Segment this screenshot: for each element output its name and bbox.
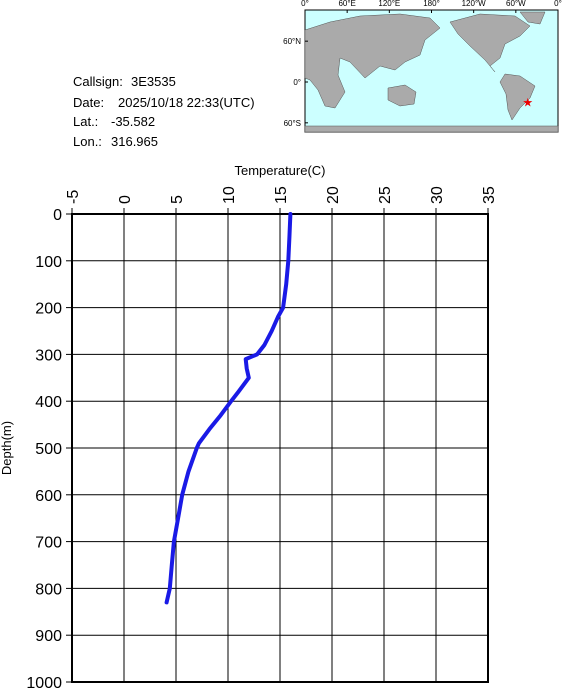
- map-lon-label: 0°: [554, 0, 562, 8]
- y-tick-label: 300: [35, 347, 62, 364]
- x-tick-label: 30: [429, 186, 446, 204]
- world-map: [304, 9, 559, 133]
- map-lon-label: 0°: [301, 0, 309, 8]
- x-tick-label: 35: [481, 186, 498, 204]
- y-tick-label: 900: [35, 628, 62, 645]
- info-value: 3E3535: [131, 74, 176, 89]
- x-tick-label: 15: [273, 186, 290, 204]
- y-tick-label: 700: [35, 535, 62, 552]
- plot-frame: [71, 213, 489, 683]
- x-tick-label: 20: [325, 186, 342, 204]
- x-tick-label: 25: [377, 186, 394, 204]
- info-value: 2025/10/18 22:33(UTC): [118, 95, 255, 110]
- x-tick-label: 5: [169, 195, 186, 204]
- x-tick-label: -5: [65, 190, 82, 204]
- map-lon-label: 120°W: [462, 0, 487, 8]
- map-lon-label: 120°E: [378, 0, 400, 8]
- continents: [304, 11, 559, 133]
- y-tick-label: 500: [35, 441, 62, 458]
- map-lon-label: 60°W: [506, 0, 526, 8]
- location-marker: ★: [522, 96, 533, 110]
- info-block: Callsign: 3E3535 Date: 2025/10/18 22:33(…: [73, 74, 255, 149]
- map-lon-label: 60°E: [338, 0, 355, 8]
- info-label: Lat.:: [73, 114, 98, 129]
- y-tick-label: 600: [35, 488, 62, 505]
- y-tick-label: 400: [35, 394, 62, 411]
- map-lat-label: 60°S: [284, 119, 301, 128]
- x-tick-label: 10: [221, 186, 238, 204]
- map-lat-label: 0°: [293, 78, 301, 87]
- y-axis-title: Depth(m): [0, 421, 14, 475]
- map-lat-label: 60°N: [283, 37, 301, 46]
- y-tick-label: 200: [35, 301, 62, 318]
- y-tick-label: 800: [35, 581, 62, 598]
- x-axis-title: Temperature(C): [234, 163, 325, 178]
- info-value: 316.965: [111, 134, 158, 149]
- y-tick-label: 0: [53, 207, 62, 224]
- info-value: -35.582: [111, 114, 155, 129]
- info-label: Date:: [73, 95, 104, 110]
- y-tick-label: 100: [35, 254, 62, 271]
- x-tick-label: 0: [117, 195, 134, 204]
- info-label: Lon.:: [73, 134, 102, 149]
- y-tick-label: 1000: [26, 675, 62, 690]
- info-label: Callsign:: [73, 74, 123, 89]
- profile-line: [164, 212, 293, 605]
- map-lon-label: 180°: [423, 0, 440, 8]
